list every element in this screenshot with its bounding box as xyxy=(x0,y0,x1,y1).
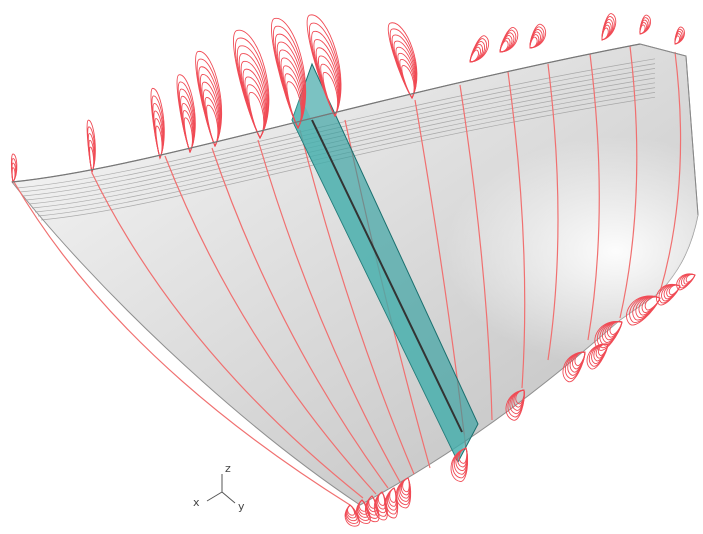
glyph-loop xyxy=(10,153,18,184)
section-line xyxy=(587,53,600,341)
section-line xyxy=(547,63,559,361)
glyph-loop xyxy=(395,477,412,509)
glyph-loop xyxy=(529,23,547,49)
pressure-glyphs xyxy=(10,13,696,527)
pressure-glyph xyxy=(387,22,418,99)
glyph-loop xyxy=(505,389,525,421)
pressure-glyph xyxy=(505,389,525,421)
section-line xyxy=(459,84,493,421)
pressure-glyph xyxy=(674,26,685,45)
leading-edge xyxy=(11,43,641,183)
section-line xyxy=(164,155,377,495)
pressure-glyph xyxy=(450,447,469,482)
tip-edge xyxy=(639,43,699,216)
pressure-glyph xyxy=(176,74,196,154)
triad-x-label: x xyxy=(193,496,200,509)
section-line xyxy=(211,147,389,489)
spanwise-line xyxy=(37,92,656,217)
pressure-glyph xyxy=(562,351,586,383)
glyph-loop xyxy=(676,273,696,291)
spanwise-line xyxy=(16,58,656,189)
pressure-glyph xyxy=(86,119,96,174)
pressure-glyph xyxy=(626,295,661,326)
spanwise-line xyxy=(19,63,656,193)
pressure-glyph xyxy=(395,477,412,509)
spanwise-line xyxy=(25,72,656,201)
pressure-glyph xyxy=(499,27,519,53)
pressure-glyph xyxy=(233,29,270,139)
glyph-loop xyxy=(601,13,617,41)
glyph-loop xyxy=(594,321,623,351)
pressure-glyph xyxy=(195,51,223,148)
glyph-loop xyxy=(195,51,223,148)
glyph-loop xyxy=(586,343,609,370)
pressure-glyph xyxy=(529,23,547,49)
pressure-glyph xyxy=(639,14,652,35)
section-line xyxy=(659,51,682,293)
glyph-loop xyxy=(469,35,490,63)
glyph-loop xyxy=(150,87,165,160)
pressure-glyph xyxy=(384,487,399,519)
cutting-plane-intersection xyxy=(311,119,463,433)
spanwise-grid-lines xyxy=(16,58,656,221)
triad-z-label: z xyxy=(225,462,231,475)
section-line xyxy=(507,71,526,389)
glyph-loop xyxy=(674,26,685,45)
glyph-loop xyxy=(233,29,270,139)
spanwise-line xyxy=(22,68,656,197)
pressure-glyph xyxy=(594,321,623,351)
pressure-glyph xyxy=(656,284,681,306)
pressure-glyph xyxy=(10,153,18,184)
glyph-loop xyxy=(387,22,418,99)
pressure-glyph xyxy=(676,273,696,291)
glyph-loop xyxy=(626,295,661,326)
pressure-glyph xyxy=(601,13,617,41)
section-line xyxy=(299,129,415,475)
section-line xyxy=(91,172,364,499)
coordinate-triad-icon: z x y xyxy=(193,462,245,513)
pressure-glyph xyxy=(306,14,342,117)
section-line xyxy=(13,181,351,506)
glyph-loop xyxy=(656,284,681,306)
glyph-loop xyxy=(450,447,469,482)
glyph-loop xyxy=(306,14,342,117)
section-line xyxy=(257,139,401,483)
glyph-loop xyxy=(639,14,652,35)
spanwise-line xyxy=(28,77,656,205)
spanwise-line xyxy=(40,96,656,221)
glyph-loop xyxy=(176,74,196,154)
triad-y-label: y xyxy=(238,500,245,513)
glyph-loop xyxy=(344,504,360,527)
pressure-glyph xyxy=(271,17,307,129)
pressure-glyph xyxy=(150,87,165,160)
glyph-loop xyxy=(271,17,307,129)
spanwise-line xyxy=(31,82,656,209)
glyph-loop xyxy=(562,351,586,383)
glyph-loop xyxy=(86,119,96,174)
glyph-loop xyxy=(393,40,417,99)
pressure-glyph xyxy=(344,504,360,527)
glyph-loop xyxy=(499,27,519,53)
spanwise-line xyxy=(34,87,656,213)
surface-highlight xyxy=(12,44,698,505)
cutting-plane-side xyxy=(292,96,466,462)
pressure-glyph xyxy=(469,35,490,63)
section-line xyxy=(619,45,638,319)
